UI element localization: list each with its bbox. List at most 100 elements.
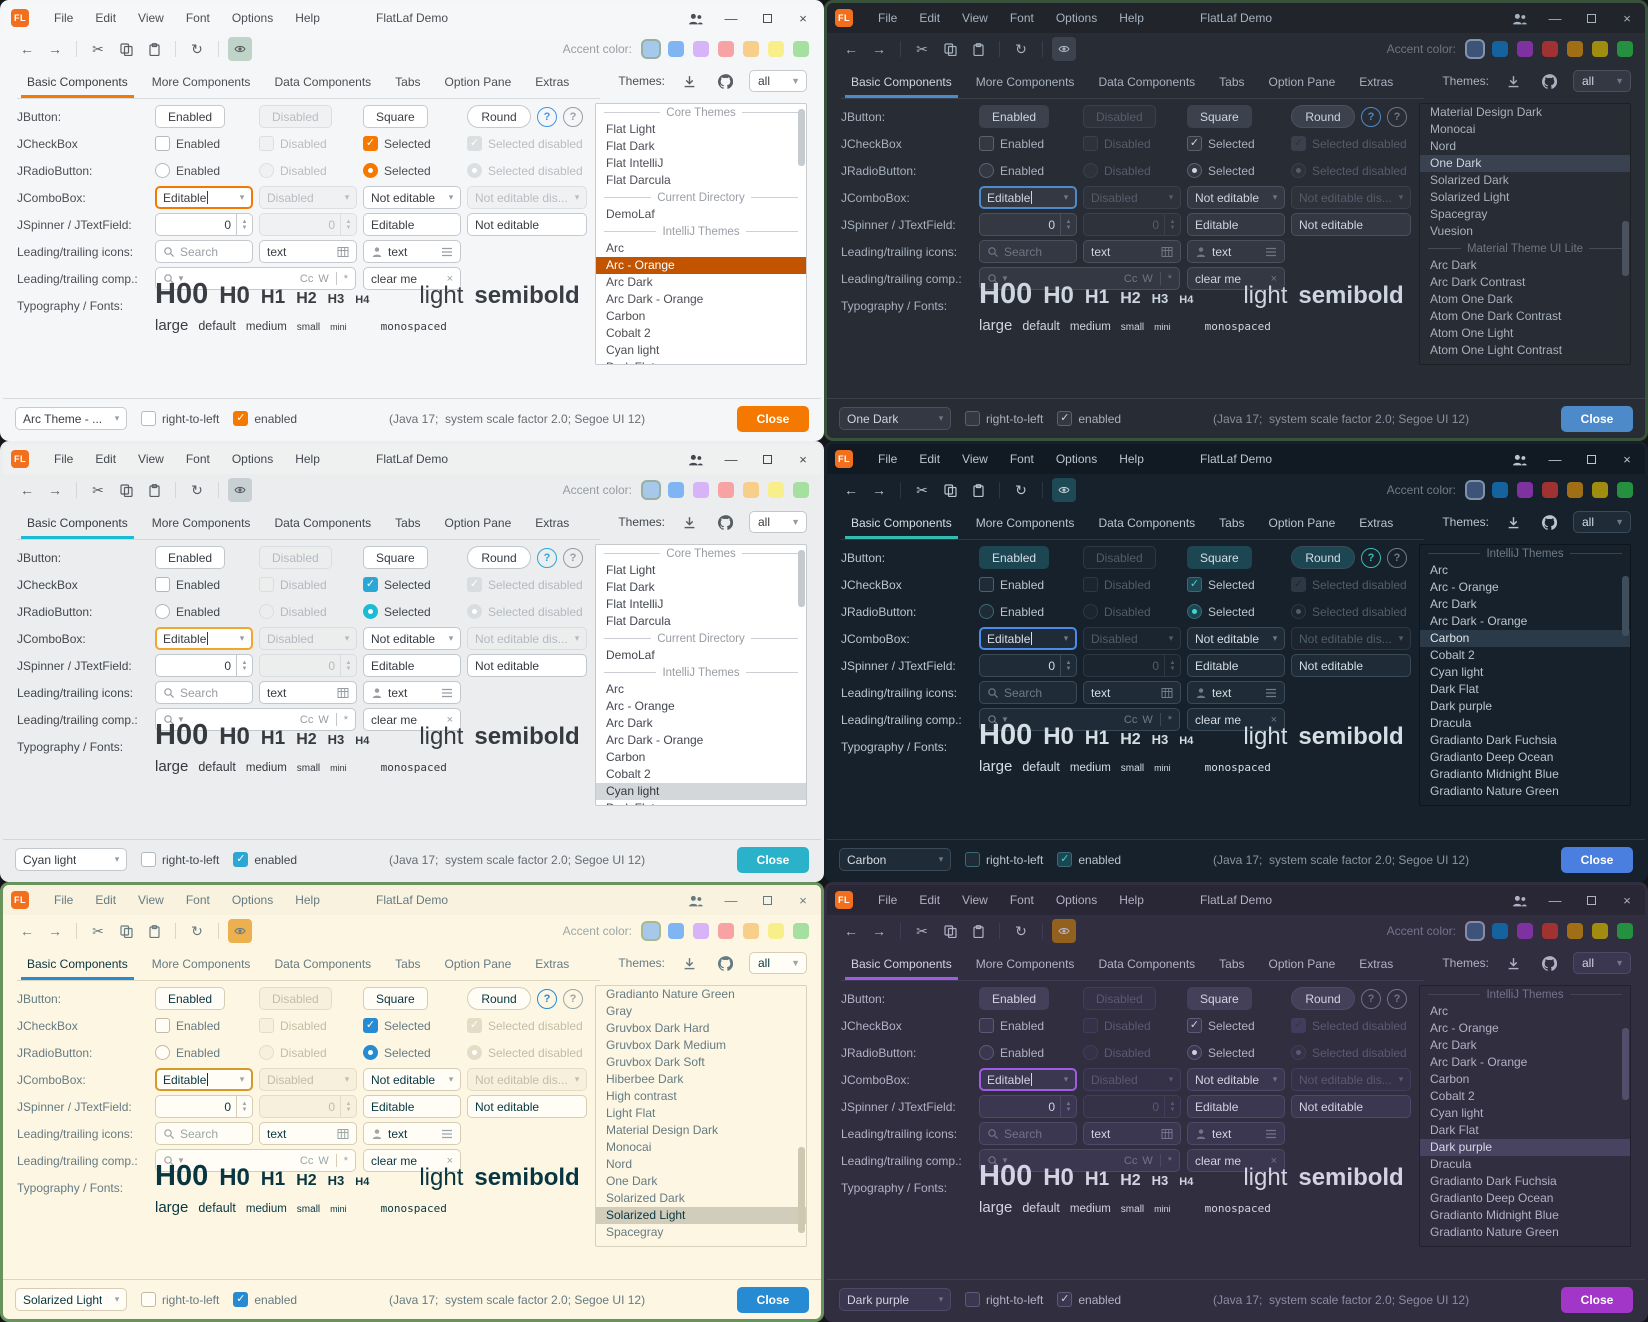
- rtl-checkbox[interactable]: [965, 411, 980, 426]
- checkbox-selected[interactable]: [363, 1018, 378, 1033]
- theme-list-item[interactable]: One Dark: [606, 1174, 658, 1188]
- clear-icon[interactable]: ×: [446, 713, 453, 726]
- accent-swatch[interactable]: [1467, 41, 1483, 57]
- editable-combobox[interactable]: Editable: [979, 627, 1077, 650]
- accent-swatch[interactable]: [1467, 923, 1483, 939]
- theme-list-item[interactable]: Hiberbee Dark: [606, 1072, 684, 1086]
- theme-list-item[interactable]: Gruvbox Dark Medium: [606, 1038, 727, 1052]
- show-hidden-eye-toggle[interactable]: [228, 478, 252, 502]
- accent-swatch[interactable]: [1492, 923, 1508, 939]
- copy-button[interactable]: [938, 478, 962, 502]
- search-input[interactable]: Search: [155, 681, 253, 704]
- back-button[interactable]: ←: [844, 923, 858, 939]
- checkbox-enabled[interactable]: [155, 1018, 170, 1033]
- themes-scrollbar-thumb[interactable]: [798, 550, 805, 608]
- tab-basic-components[interactable]: Basic Components: [17, 75, 138, 98]
- tab-data-components[interactable]: Data Components: [1098, 75, 1196, 89]
- spinner[interactable]: 0: [155, 213, 253, 236]
- menu-options[interactable]: Options: [1055, 452, 1098, 466]
- editable-textfield[interactable]: Editable: [363, 654, 461, 677]
- menu-file[interactable]: File: [54, 11, 74, 25]
- accent-swatch[interactable]: [1617, 482, 1633, 498]
- theme-list-item[interactable]: Dark purple: [1430, 699, 1493, 713]
- theme-list-item[interactable]: Arc Dark - Orange: [606, 733, 704, 747]
- chevron-down-icon[interactable]: ▼: [177, 715, 185, 724]
- round-button[interactable]: Round: [1291, 546, 1355, 569]
- download-theme-icon[interactable]: [1501, 510, 1525, 534]
- theme-list-item[interactable]: Arc Dark: [1430, 258, 1477, 272]
- accent-swatch[interactable]: [1517, 923, 1533, 939]
- not-editable-combobox[interactable]: Not editable: [1187, 186, 1285, 209]
- radio-enabled[interactable]: [155, 604, 170, 619]
- github-icon[interactable]: [1537, 510, 1561, 534]
- copy-button[interactable]: [114, 37, 138, 61]
- help-button-secondary[interactable]: ?: [563, 106, 583, 127]
- maximize-button[interactable]: [749, 3, 785, 33]
- accent-swatch[interactable]: [793, 482, 809, 498]
- theme-list-item[interactable]: Gradianto Midnight Blue: [1430, 767, 1559, 781]
- rtl-checkbox[interactable]: [141, 852, 156, 867]
- radio-selected[interactable]: [1187, 163, 1202, 178]
- tab-extras[interactable]: Extras: [535, 516, 570, 530]
- theme-list-item[interactable]: Cobalt 2: [606, 326, 651, 340]
- tab-option-pane[interactable]: Option Pane: [444, 516, 512, 530]
- theme-list-item[interactable]: Dracula: [1430, 1157, 1472, 1171]
- enabled-checkbox[interactable]: [233, 411, 249, 426]
- menu-file[interactable]: File: [878, 11, 898, 25]
- enabled-option[interactable]: enabled: [233, 852, 297, 867]
- tab-tabs[interactable]: Tabs: [395, 957, 421, 971]
- tab-extras[interactable]: Extras: [535, 75, 570, 89]
- radio-enabled[interactable]: [155, 163, 170, 178]
- radio-enabled[interactable]: [979, 1045, 994, 1060]
- square-button[interactable]: Square: [363, 105, 428, 128]
- accent-swatch[interactable]: [743, 482, 759, 498]
- theme-list-item[interactable]: Arc Dark - Orange: [1430, 1055, 1528, 1069]
- theme-list-item[interactable]: Flat Darcula: [606, 173, 671, 187]
- theme-list-item[interactable]: Solarized Dark: [1430, 173, 1509, 187]
- theme-list-item[interactable]: Gruvbox Dark Hard: [606, 1021, 710, 1035]
- minimize-button[interactable]: —: [724, 451, 738, 467]
- menu-view[interactable]: View: [138, 11, 164, 25]
- radio-selected[interactable]: [363, 163, 378, 178]
- accent-swatch[interactable]: [768, 41, 784, 57]
- themes-list[interactable]: Core Themes Flat Light Flat Dark Flat Intel…: [595, 544, 807, 806]
- help-button-secondary[interactable]: ?: [1387, 547, 1407, 568]
- rtl-checkbox[interactable]: [965, 852, 980, 867]
- tab-tabs[interactable]: Tabs: [1219, 75, 1245, 89]
- theme-list-item[interactable]: Arc Dark Contrast: [1430, 275, 1526, 289]
- help-button-secondary[interactable]: ?: [563, 547, 583, 568]
- theme-list-item[interactable]: Dark Flat: [1430, 682, 1479, 696]
- theme-list-item[interactable]: Cobalt 2: [1430, 1089, 1475, 1103]
- menu-edit[interactable]: Edit: [919, 452, 941, 466]
- themes-scrollbar-thumb[interactable]: [1622, 1027, 1629, 1101]
- theme-list-item[interactable]: Flat IntelliJ: [606, 597, 664, 611]
- menu-edit[interactable]: Edit: [95, 893, 117, 907]
- menu-file[interactable]: File: [54, 893, 74, 907]
- clearable-textfield[interactable]: clear me ×: [1187, 708, 1285, 731]
- spinner-arrows-icon[interactable]: [1060, 214, 1076, 235]
- tab-option-pane[interactable]: Option Pane: [444, 75, 512, 89]
- theme-list-item[interactable]: Carbon: [1420, 630, 1630, 647]
- theme-list-item[interactable]: Dark Flat: [1430, 1123, 1479, 1137]
- themes-list[interactable]: Material Design Dark Monocai Nord One Dark S…: [1419, 103, 1631, 365]
- radio-enabled[interactable]: [979, 604, 994, 619]
- regex-toggle[interactable]: *: [1167, 713, 1172, 726]
- textfield-with-person-icon[interactable]: text: [1187, 1122, 1285, 1145]
- tab-extras[interactable]: Extras: [1359, 516, 1394, 530]
- enabled-option[interactable]: enabled: [233, 1292, 297, 1307]
- theme-list-item[interactable]: DemoLaf: [606, 648, 655, 662]
- search-combo-field[interactable]: ▼ Cc W *: [979, 1149, 1180, 1172]
- spinner[interactable]: 0: [155, 1095, 253, 1118]
- theme-list-item[interactable]: Arc - Orange: [606, 699, 675, 713]
- editable-textfield[interactable]: Editable: [1187, 1095, 1285, 1118]
- theme-list-item[interactable]: Dark Flat: [596, 800, 806, 805]
- theme-list-item[interactable]: Solarized Light: [596, 1207, 806, 1224]
- theme-list-item[interactable]: Atom One Light Contrast: [1430, 343, 1563, 357]
- theme-list-item[interactable]: Gray: [606, 1004, 633, 1018]
- textfield-with-person-icon[interactable]: text: [363, 1122, 461, 1145]
- theme-list-item[interactable]: Dracula: [1430, 716, 1472, 730]
- menu-help[interactable]: Help: [295, 893, 320, 907]
- enabled-option[interactable]: enabled: [1057, 1292, 1121, 1307]
- menu-help[interactable]: Help: [295, 11, 320, 25]
- theme-list-item[interactable]: Monocai: [606, 1140, 652, 1154]
